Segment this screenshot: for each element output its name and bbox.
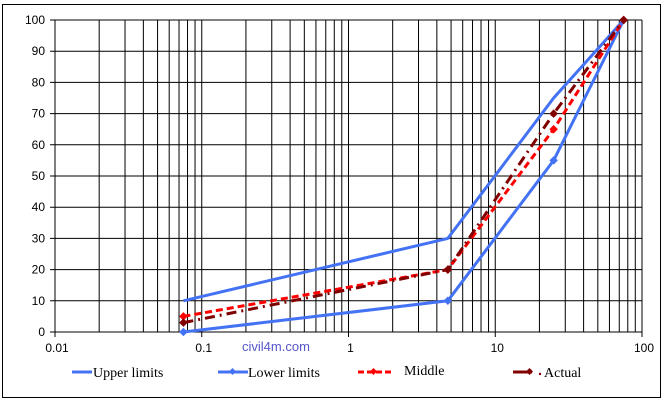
series-upper-limits (183, 18, 625, 303)
y-tick-label: 0 (38, 325, 45, 339)
y-tick-label: 70 (32, 107, 46, 121)
grid-lines (50, 19, 643, 337)
y-tick-label: 20 (32, 263, 46, 277)
series-middle (179, 15, 628, 321)
diamond-marker-icon (443, 296, 453, 306)
y-tick-label: 90 (32, 44, 46, 58)
data-series (179, 15, 628, 337)
diamond-marker-icon (179, 312, 188, 321)
y-tick-label: 30 (32, 231, 46, 245)
legend-label: Actual (544, 366, 581, 381)
y-tick-label: 10 (32, 294, 46, 308)
legend-label: Upper limits (93, 366, 163, 381)
legend-label: Middle (404, 364, 444, 379)
legend-item-lower-limits[interactable]: Lower limits (218, 366, 320, 381)
series-actual (179, 15, 628, 327)
x-tick-label: 100 (634, 341, 654, 355)
legend-label: Lower limits (248, 366, 320, 381)
legend-item-actual[interactable]: Actual (513, 366, 581, 381)
legend-item-upper-limits[interactable]: Upper limits (72, 366, 163, 381)
y-tick-label: 60 (32, 138, 46, 152)
diamond-marker-icon (525, 367, 534, 376)
y-tick-label: 100 (25, 13, 45, 27)
diamond-marker-icon (228, 367, 237, 376)
x-tick-label: 0.1 (195, 341, 212, 355)
x-axis-ticks: 0.01 0.1 1 10 100 (45, 341, 654, 355)
x-tick-label: 0.01 (45, 341, 69, 355)
y-tick-label: 40 (32, 200, 46, 214)
diamond-marker-icon (443, 265, 453, 274)
y-axis-ticks: 0 10 20 30 40 50 60 70 80 90 100 (25, 13, 45, 339)
legend-item-middle[interactable]: Middle (358, 364, 444, 379)
x-tick-label: 10 (491, 341, 505, 355)
legend: Upper limits Lower limits Middle Actual (72, 364, 581, 381)
x-tick-label: 1 (347, 341, 354, 355)
y-tick-label: 50 (32, 169, 46, 183)
diamond-marker-icon (179, 318, 188, 327)
y-tick-label: 80 (32, 75, 46, 89)
diamond-marker-icon (179, 327, 188, 337)
dot-icon (538, 372, 542, 376)
diamond-marker-icon (369, 367, 378, 376)
watermark: civil4m.com (242, 339, 310, 354)
